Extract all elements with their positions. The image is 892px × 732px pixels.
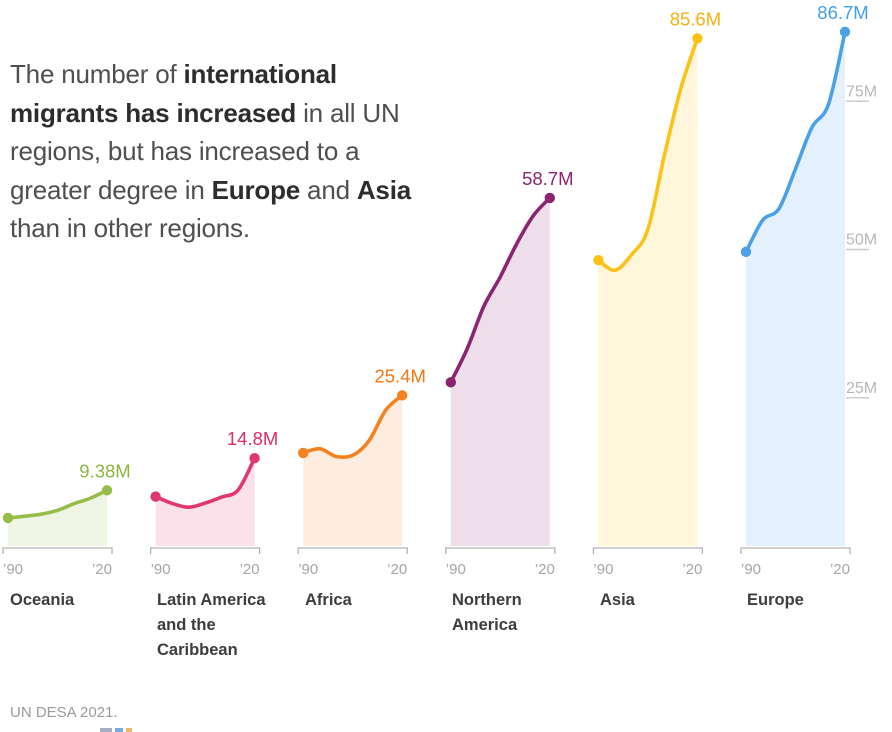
x-tick-label-end: ’20 <box>682 561 702 578</box>
start-point-dot[interactable] <box>593 254 604 266</box>
area-fill <box>8 490 107 546</box>
trend-line <box>744 30 847 254</box>
area-fill <box>746 31 845 546</box>
y-axis-tick: 50M <box>846 232 877 251</box>
chart-panel-latin-america-and-the-caribbean: ’90 ’20 14.8M <box>149 428 278 578</box>
end-point-dot[interactable] <box>397 390 408 401</box>
area-fill <box>598 38 698 547</box>
chart-panel-africa: ’90 ’20 25.4M <box>297 365 426 578</box>
area-fill <box>155 458 255 546</box>
value-label: 85.6M <box>670 8 721 29</box>
end-point-dot[interactable] <box>544 192 555 204</box>
end-point-dot[interactable] <box>101 485 113 496</box>
x-tick-label-start: ’90 <box>3 561 23 578</box>
headline-text: than in other regions. <box>10 213 250 243</box>
x-tick-label-end: ’20 <box>92 561 112 578</box>
start-point-dot[interactable] <box>2 512 14 524</box>
end-point-dot[interactable] <box>692 33 703 44</box>
y-axis-tick-label: 50M <box>846 232 877 249</box>
start-point-dot[interactable] <box>298 447 309 459</box>
x-tick-label-start: ’90 <box>446 561 466 578</box>
region-label-northern-america: Northern America <box>452 591 522 634</box>
trend-line <box>301 393 404 460</box>
region-label-asia: Asia <box>600 591 635 609</box>
chart-panel-oceania: ’90 ’20 9.38M <box>2 460 131 578</box>
value-label: 14.8M <box>227 428 278 449</box>
start-point-dot[interactable] <box>740 246 752 258</box>
region-label-latin-america: Latin America and the Caribbean <box>157 591 266 659</box>
start-point-dot[interactable] <box>150 491 161 502</box>
x-axis-bracket <box>2 547 113 554</box>
value-label: 9.38M <box>79 460 130 481</box>
y-axis-tick: 75M <box>846 83 877 103</box>
chart-panel-europe: ’90 ’20 86.7M <box>740 2 869 578</box>
end-point-dot[interactable] <box>249 453 260 464</box>
x-tick-label-start: ’90 <box>593 561 613 578</box>
value-label: 86.7M <box>817 2 868 23</box>
region-label-africa: Africa <box>305 591 352 609</box>
x-tick-label-end: ’20 <box>535 561 555 578</box>
x-tick-label-start: ’90 <box>298 561 318 578</box>
x-tick-label-end: ’20 <box>240 561 260 578</box>
headline-emphasis: Europe <box>211 174 301 205</box>
x-axis-bracket <box>149 547 261 554</box>
start-point-dot[interactable] <box>445 377 456 388</box>
headline-text: in all UN regions, but has increased to … <box>10 97 400 205</box>
y-axis-tick: 25M <box>846 380 877 399</box>
chart-headline: The number of international migrants has… <box>10 55 442 248</box>
trend-line <box>596 36 700 273</box>
trend-line <box>153 456 257 510</box>
y-axis-tick-label: 75M <box>846 83 877 100</box>
chart-panel-asia: ’90 ’20 85.6M <box>592 8 721 578</box>
headline-emphasis: international migrants has increased <box>10 59 337 128</box>
x-axis-bracket <box>445 547 556 554</box>
cutoff-artifact <box>100 728 134 732</box>
x-axis-bracket <box>740 547 851 554</box>
region-label-oceania: Oceania <box>10 591 75 609</box>
value-label: 25.4M <box>374 365 425 386</box>
x-tick-label-start: ’90 <box>151 561 171 578</box>
headline-text: and <box>300 174 357 205</box>
y-axis-tick-label: 25M <box>846 380 877 397</box>
value-label: 58.7M <box>522 168 573 189</box>
area-fill <box>303 395 403 546</box>
x-tick-label-end: ’20 <box>830 561 850 578</box>
source-attribution: UN DESA 2021. <box>10 704 118 721</box>
trend-line <box>6 488 109 520</box>
trend-line <box>449 196 552 385</box>
x-axis-bracket <box>297 547 408 554</box>
area-fill <box>450 197 550 546</box>
region-label-europe: Europe <box>747 591 804 609</box>
x-axis-bracket <box>592 547 704 554</box>
chart-panel-northern-america: ’90 ’20 58.7M <box>445 168 574 578</box>
headline-text: The number of <box>10 59 184 89</box>
end-point-dot[interactable] <box>839 26 851 38</box>
x-tick-label-end: ’20 <box>387 561 407 578</box>
headline-emphasis: Asia <box>356 174 411 205</box>
x-tick-label-start: ’90 <box>741 561 761 578</box>
